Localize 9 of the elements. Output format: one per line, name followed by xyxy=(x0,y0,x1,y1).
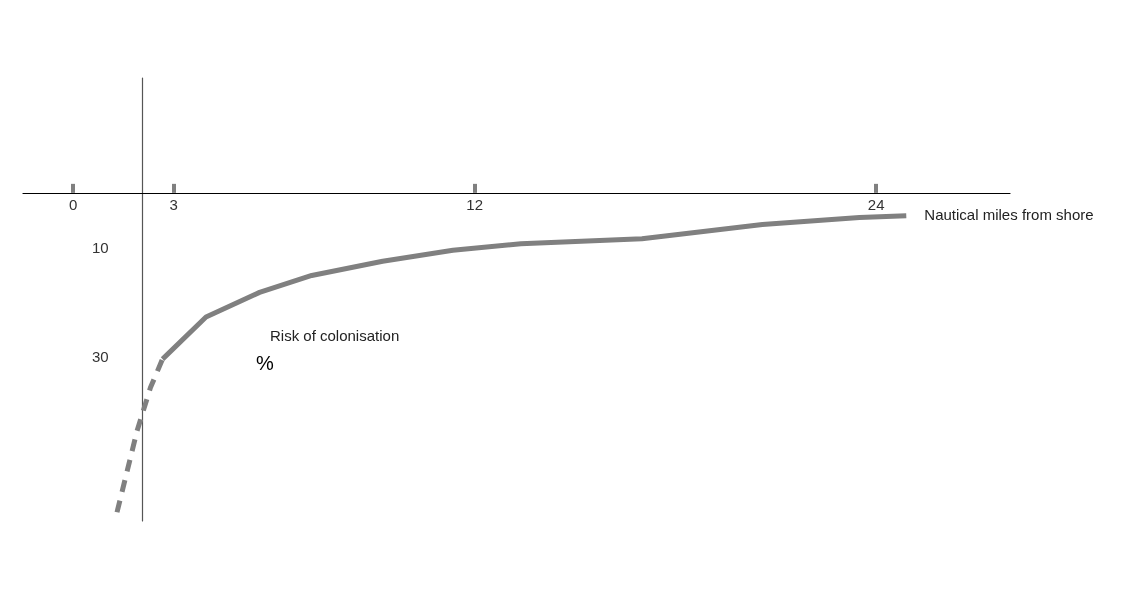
x-tick-label: 12 xyxy=(466,195,484,213)
annotation: % xyxy=(256,352,274,374)
y-tick-label: 30 xyxy=(92,348,109,366)
x-tick-label: 0 xyxy=(69,195,78,213)
annotation: Risk of colonisation xyxy=(270,327,400,344)
x-tick-label: 3 xyxy=(169,195,178,213)
x-tick-label: 24 xyxy=(867,195,885,213)
y-tick-label: 10 xyxy=(92,239,109,257)
x-axis-title: Nautical miles from shore xyxy=(924,205,1094,223)
